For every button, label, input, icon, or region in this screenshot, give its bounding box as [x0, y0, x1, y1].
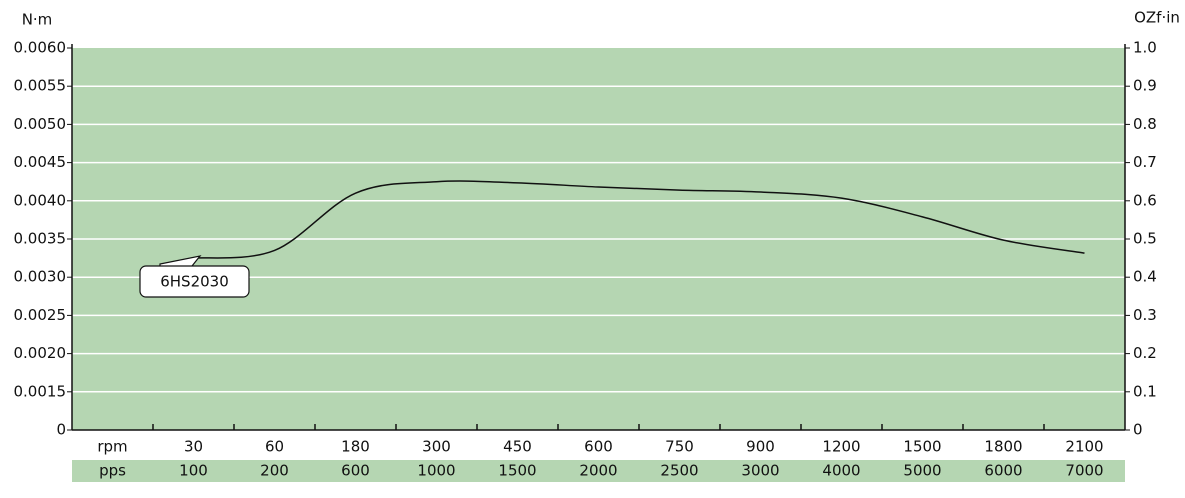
series-line [193, 180, 1085, 259]
x-tick-label-pps: 7000 [1065, 462, 1103, 480]
y-tick-label: 0.0040 [14, 191, 67, 209]
y2-tick-label: 0.4 [1133, 268, 1157, 286]
y2-tick-label: 1.0 [1133, 39, 1157, 57]
y2-axis-title: OZf·in [1134, 9, 1180, 27]
x-tick-label-pps: 2000 [579, 462, 617, 480]
x-tick-label: 300 [422, 438, 451, 456]
y2-tick-label: 0.7 [1133, 153, 1157, 171]
y2-tick-label: 0 [1133, 421, 1143, 439]
x-tick-label: 30 [184, 438, 203, 456]
y-tick-label: 0.0035 [14, 230, 67, 248]
y2-tick-label: 0.1 [1133, 382, 1157, 400]
y-tick-label: 0.0015 [14, 382, 67, 400]
y-tick-label: 0.0055 [14, 77, 67, 95]
series-label: 6HS2030 [160, 273, 229, 291]
pps-row-background [72, 460, 1125, 482]
x-tick-label: 750 [665, 438, 694, 456]
y-tick-label: 0.0030 [14, 268, 67, 286]
x-tick-label: 1800 [984, 438, 1022, 456]
x-tick-label-pps: 100 [179, 462, 208, 480]
y2-tick-label: 0.9 [1133, 77, 1157, 95]
x-tick-label-pps: 1500 [498, 462, 536, 480]
x-tick-label-pps: 3000 [741, 462, 779, 480]
x-tick-label: 60 [265, 438, 284, 456]
x-tick-label-pps: 6000 [984, 462, 1022, 480]
x-tick-label: 2100 [1065, 438, 1103, 456]
x-row-name: pps [99, 462, 126, 480]
y2-tick-label: 0.5 [1133, 230, 1157, 248]
x-tick-label-pps: 2500 [660, 462, 698, 480]
x-tick-label: 1500 [903, 438, 941, 456]
y-tick-label: 0.0050 [14, 115, 67, 133]
x-tick-label: 900 [746, 438, 775, 456]
x-tick-label-pps: 5000 [903, 462, 941, 480]
y-tick-label: 0.0045 [14, 153, 67, 171]
y-tick-label: 0.0060 [14, 39, 67, 57]
x-tick-label-pps: 1000 [417, 462, 455, 480]
callout-box [139, 265, 250, 298]
y-axis-title: N·m [22, 11, 53, 29]
y-tick-label: 0.0025 [14, 306, 67, 324]
y-tick-label: 0.0020 [14, 344, 67, 362]
x-tick-label-pps: 600 [341, 462, 370, 480]
y2-tick-label: 0.3 [1133, 306, 1157, 324]
y2-tick-label: 0.2 [1133, 344, 1157, 362]
x-tick-label-pps: 4000 [822, 462, 860, 480]
x-tick-label: 450 [503, 438, 532, 456]
y2-tick-label: 0.6 [1133, 191, 1157, 209]
x-tick-label: 1200 [822, 438, 860, 456]
x-row-name: rpm [97, 438, 127, 456]
y2-tick-label: 0.8 [1133, 115, 1157, 133]
x-tick-label: 180 [341, 438, 370, 456]
y-tick-label: 0 [56, 421, 66, 439]
x-tick-label-pps: 200 [260, 462, 289, 480]
callout-pointer [159, 255, 202, 267]
x-tick-label: 600 [584, 438, 613, 456]
